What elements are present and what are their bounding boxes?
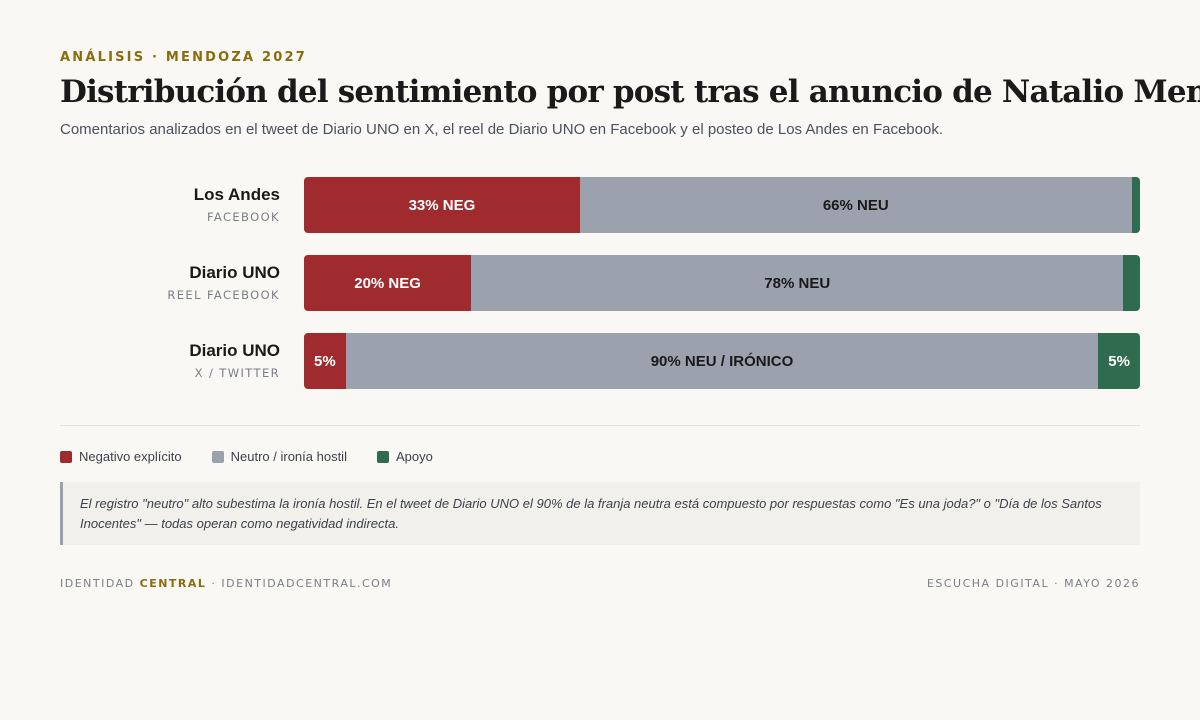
category-label: Diario UNO REEL FACEBOOK [60, 263, 280, 302]
footer-brand-prefix: IDENTIDAD [60, 577, 140, 590]
stacked-bar: 5% 90% NEU / IRÓNICO 5% [304, 333, 1140, 389]
bar-segment-negative: 33% NEG [304, 177, 580, 233]
data-label: 33% NEG [408, 196, 476, 214]
methodology-note: El registro "neutro" alto subestima la i… [60, 482, 1140, 545]
legend-label: Neutro / ironía hostil [230, 449, 347, 464]
bar-segment-negative: 20% NEG [304, 255, 472, 311]
legend-label: Negativo explícito [79, 449, 182, 464]
stacked-bar: 33% NEG 66% NEU [304, 177, 1140, 233]
bar-segment-support: 5% [1098, 333, 1140, 389]
stacked-bar-chart: Los Andes FACEBOOK 33% NEG 66% NEU Diario UN… [60, 177, 1140, 411]
category-label: Diario UNO X / TWITTER [60, 341, 280, 380]
data-label: 5% [314, 352, 336, 370]
bar-segment-neutral: 66% NEU [579, 177, 1132, 233]
eyebrow-label: ANÁLISIS · MENDOZA 2027 [60, 50, 308, 65]
legend-swatch [60, 450, 72, 463]
divider [60, 425, 1140, 426]
category-label: Los Andes FACEBOOK [60, 185, 280, 224]
stacked-bar: 20% NEG 78% NEU [304, 255, 1140, 311]
legend-item: Negativo explícito [60, 449, 182, 464]
category-sublabel: FACEBOOK [206, 210, 280, 224]
data-label: 5% [1108, 352, 1130, 370]
chart-subtitle: Comentarios analizados en el tweet de Di… [60, 121, 943, 138]
chart-legend: Negativo explícito Neutro / ironía hostil… [60, 449, 463, 464]
category-name: Los Andes [193, 185, 280, 204]
legend-item: Neutro / ironía hostil [211, 449, 347, 464]
legend-item: Apoyo [376, 449, 433, 464]
bar-segment-support [1123, 255, 1140, 311]
legend-swatch [211, 450, 224, 463]
bar-segment-support [1131, 177, 1140, 233]
footer-source: ESCUCHA DIGITAL · MAYO 2026 [926, 577, 1140, 590]
data-label: 78% NEU [764, 274, 831, 292]
footer-brand: IDENTIDAD CENTRAL · IDENTIDADCENTRAL.COM [60, 577, 392, 590]
category-sublabel: REEL FACEBOOK [167, 288, 280, 302]
legend-label: Apoyo [395, 449, 433, 464]
bar-segment-neutral: 90% NEU / IRÓNICO [345, 333, 1099, 389]
bar-row: Diario UNO REEL FACEBOOK 20% NEG 78% NEU [60, 255, 1140, 311]
legend-swatch [376, 450, 389, 463]
footer-brand-strong: CENTRAL [139, 577, 207, 590]
bar-row: Diario UNO X / TWITTER 5% 90% NEU / IRÓNICO… [60, 333, 1140, 389]
bar-row: Los Andes FACEBOOK 33% NEG 66% NEU [60, 177, 1140, 233]
footer-brand-suffix: · IDENTIDADCENTRAL.COM [206, 577, 393, 590]
data-label: 20% NEG [354, 274, 421, 292]
category-name: Diario UNO [189, 263, 280, 282]
category-sublabel: X / TWITTER [194, 366, 280, 380]
chart-title: Distribución del sentimiento por post tr… [60, 74, 1200, 110]
bar-segment-negative: 5% [304, 333, 346, 389]
data-label: 90% NEU / IRÓNICO [650, 352, 794, 370]
bar-segment-neutral: 78% NEU [471, 255, 1124, 311]
data-label: 66% NEU [822, 196, 889, 214]
category-name: Diario UNO [189, 341, 280, 360]
